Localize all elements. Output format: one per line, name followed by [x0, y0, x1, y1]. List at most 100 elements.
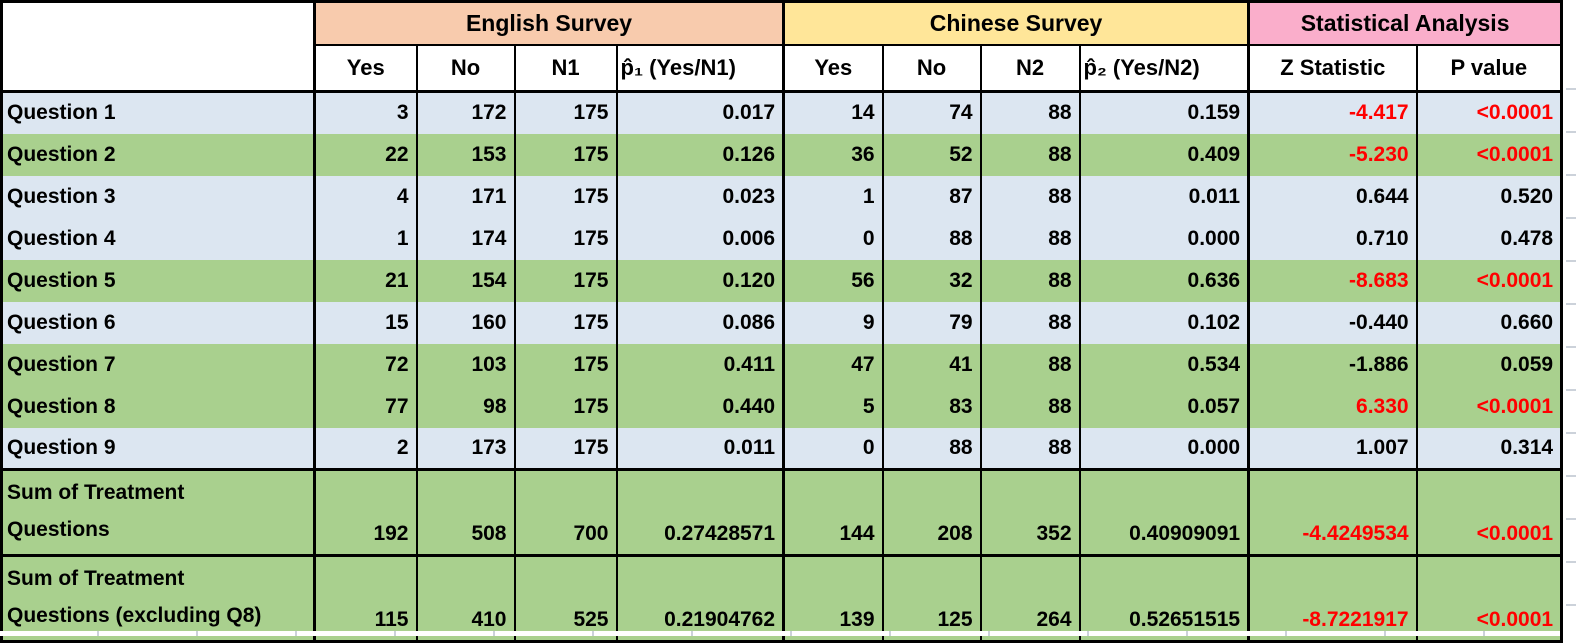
cell-yes-english[interactable]: 77: [313, 385, 417, 428]
cell-n1[interactable]: 700: [513, 468, 617, 556]
cell-p-value[interactable]: <0.0001: [1415, 385, 1562, 428]
cell-p2-hat[interactable]: 0.057: [1078, 385, 1249, 428]
row-label[interactable]: Sum of Treatment Questions (excluding Q8): [0, 554, 315, 642]
cell-yes-english[interactable]: 1: [313, 217, 417, 260]
cell-p-value[interactable]: 0.314: [1415, 427, 1562, 470]
cell-n1[interactable]: 525: [513, 554, 617, 642]
cell-yes-chinese[interactable]: 14: [782, 91, 883, 134]
cell-p1-hat[interactable]: 0.120: [615, 259, 784, 302]
cell-yes-english[interactable]: 72: [313, 343, 417, 386]
cell-yes-chinese[interactable]: 1: [782, 175, 883, 218]
cell-p1-hat[interactable]: 0.017: [615, 91, 784, 134]
cell-yes-chinese[interactable]: 5: [782, 385, 883, 428]
cell-yes-english[interactable]: 15: [313, 301, 417, 344]
cell-n2[interactable]: 88: [979, 301, 1080, 344]
row-label[interactable]: Question 9: [0, 427, 315, 470]
cell-z-statistic[interactable]: -0.440: [1247, 301, 1417, 344]
cell-n2[interactable]: 88: [979, 217, 1080, 260]
cell-yes-chinese[interactable]: 0: [782, 217, 883, 260]
cell-yes-english[interactable]: 192: [313, 468, 417, 556]
cell-p2-hat[interactable]: 0.40909091: [1078, 468, 1249, 556]
cell-p1-hat[interactable]: 0.086: [615, 301, 784, 344]
cell-p2-hat[interactable]: 0.636: [1078, 259, 1249, 302]
cell-no-english[interactable]: 153: [415, 133, 515, 176]
cell-p-value[interactable]: <0.0001: [1415, 91, 1562, 134]
cell-n1[interactable]: 175: [513, 175, 617, 218]
cell-z-statistic[interactable]: -4.4249534: [1247, 468, 1417, 556]
cell-n1[interactable]: 175: [513, 217, 617, 260]
cell-no-chinese[interactable]: 87: [881, 175, 981, 218]
cell-yes-chinese[interactable]: 9: [782, 301, 883, 344]
row-label[interactable]: Question 7: [0, 343, 315, 386]
cell-z-statistic[interactable]: 6.330: [1247, 385, 1417, 428]
cell-p2-hat[interactable]: 0.409: [1078, 133, 1249, 176]
column-header-p2-hat[interactable]: p̂₂ (Yes/N2): [1078, 44, 1249, 93]
cell-yes-chinese[interactable]: 0: [782, 427, 883, 470]
row-label[interactable]: Question 5: [0, 259, 315, 302]
cell-no-chinese[interactable]: 41: [881, 343, 981, 386]
cell-n1[interactable]: 175: [513, 91, 617, 134]
cell-p1-hat[interactable]: 0.27428571: [615, 468, 784, 556]
cell-no-english[interactable]: 98: [415, 385, 515, 428]
cell-z-statistic[interactable]: -4.417: [1247, 91, 1417, 134]
column-header-n2[interactable]: N2: [979, 44, 1080, 93]
cell-p-value[interactable]: 0.660: [1415, 301, 1562, 344]
cell-p2-hat[interactable]: 0.011: [1078, 175, 1249, 218]
cell-p-value[interactable]: <0.0001: [1415, 259, 1562, 302]
cell-p-value[interactable]: 0.059: [1415, 343, 1562, 386]
cell-p1-hat[interactable]: 0.006: [615, 217, 784, 260]
cell-yes-chinese[interactable]: 56: [782, 259, 883, 302]
cell-n2[interactable]: 88: [979, 91, 1080, 134]
cell-yes-chinese[interactable]: 144: [782, 468, 883, 556]
cell-p-value[interactable]: 0.478: [1415, 217, 1562, 260]
cell-p1-hat[interactable]: 0.126: [615, 133, 784, 176]
cell-n2[interactable]: 88: [979, 427, 1080, 470]
cell-p-value[interactable]: <0.0001: [1415, 133, 1562, 176]
cell-n1[interactable]: 175: [513, 133, 617, 176]
cell-p-value[interactable]: <0.0001: [1415, 468, 1562, 556]
cell-yes-english[interactable]: 22: [313, 133, 417, 176]
cell-z-statistic[interactable]: 1.007: [1247, 427, 1417, 470]
row-label[interactable]: Question 8: [0, 385, 315, 428]
cell-yes-english[interactable]: 21: [313, 259, 417, 302]
cell-n2[interactable]: 88: [979, 259, 1080, 302]
cell-p2-hat[interactable]: 0.534: [1078, 343, 1249, 386]
cell-p1-hat[interactable]: 0.21904762: [615, 554, 784, 642]
cell-no-english[interactable]: 160: [415, 301, 515, 344]
row-label[interactable]: Question 6: [0, 301, 315, 344]
cell-no-chinese[interactable]: 125: [881, 554, 981, 642]
cell-no-chinese[interactable]: 32: [881, 259, 981, 302]
cell-z-statistic[interactable]: 0.644: [1247, 175, 1417, 218]
cell-no-chinese[interactable]: 52: [881, 133, 981, 176]
cell-n2[interactable]: 88: [979, 343, 1080, 386]
cell-no-english[interactable]: 103: [415, 343, 515, 386]
cell-p2-hat[interactable]: 0.52651515: [1078, 554, 1249, 642]
cell-n1[interactable]: 175: [513, 259, 617, 302]
row-label[interactable]: Sum of Treatment Questions: [0, 468, 315, 556]
cell-p2-hat[interactable]: 0.000: [1078, 427, 1249, 470]
cell-n2[interactable]: 352: [979, 468, 1080, 556]
cell-no-chinese[interactable]: 88: [881, 427, 981, 470]
cell-yes-english[interactable]: 3: [313, 91, 417, 134]
cell-no-chinese[interactable]: 74: [881, 91, 981, 134]
corner-cell[interactable]: [0, 1, 315, 93]
cell-n2[interactable]: 264: [979, 554, 1080, 642]
cell-no-english[interactable]: 173: [415, 427, 515, 470]
cell-z-statistic[interactable]: -8.683: [1247, 259, 1417, 302]
cell-yes-english[interactable]: 4: [313, 175, 417, 218]
cell-p1-hat[interactable]: 0.011: [615, 427, 784, 470]
cell-p1-hat[interactable]: 0.440: [615, 385, 784, 428]
cell-no-chinese[interactable]: 88: [881, 217, 981, 260]
cell-no-english[interactable]: 154: [415, 259, 515, 302]
cell-p2-hat[interactable]: 0.000: [1078, 217, 1249, 260]
cell-n2[interactable]: 88: [979, 385, 1080, 428]
cell-no-english[interactable]: 172: [415, 91, 515, 134]
row-label[interactable]: Question 1: [0, 91, 315, 134]
column-header-p-value[interactable]: P value: [1415, 44, 1562, 93]
cell-z-statistic[interactable]: 0.710: [1247, 217, 1417, 260]
cell-p-value[interactable]: <0.0001: [1415, 554, 1562, 642]
cell-n2[interactable]: 88: [979, 175, 1080, 218]
cell-yes-chinese[interactable]: 47: [782, 343, 883, 386]
cell-yes-chinese[interactable]: 139: [782, 554, 883, 642]
column-header-yes-english[interactable]: Yes: [313, 44, 417, 93]
